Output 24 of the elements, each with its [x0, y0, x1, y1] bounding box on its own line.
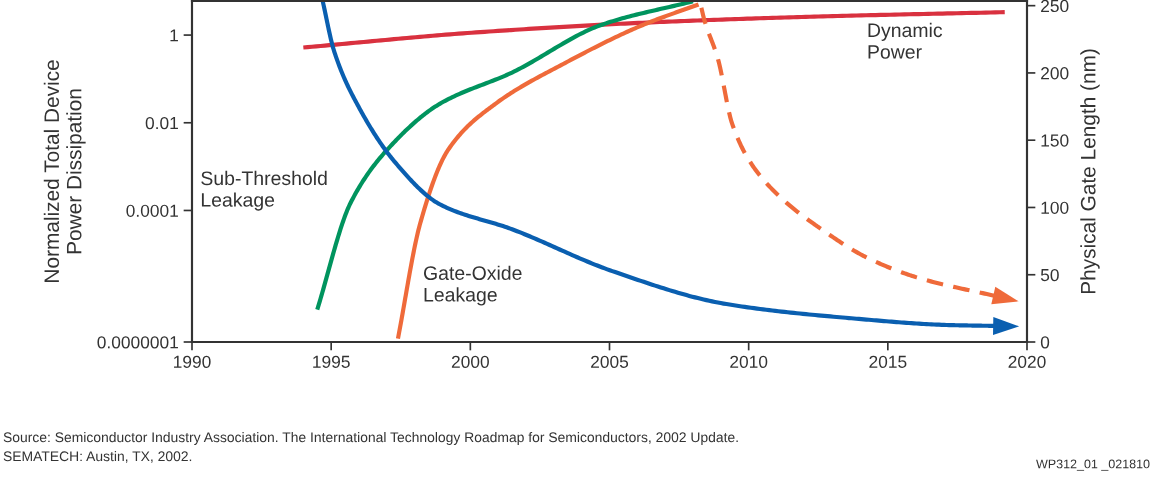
x-tick-label: 1990 — [174, 355, 211, 368]
source-note: Source: Semiconductor Industry Association. The International Technology Roadmap for Semiconductors, 2002 Update. SEMATECH: Austin, TX, 2002. — [3, 432, 738, 463]
y2-tick-label: 200 — [1041, 67, 1069, 80]
x-tick-label: 2000 — [451, 355, 489, 368]
y2-tick-label: 150 — [1041, 134, 1069, 147]
series-label: Gate-Oxide Leakage — [423, 265, 522, 306]
y-tick-label: 0.0000001 — [97, 336, 178, 349]
x-tick-label: 1995 — [313, 355, 350, 368]
y2-tick-label: 50 — [1040, 268, 1059, 282]
x-tick-label: 2005 — [591, 355, 629, 368]
y-axis-title: Normalized Total Device Power Dissipation — [43, 60, 86, 282]
x-tick-label: 2020 — [1008, 355, 1046, 368]
series-label: Sub-Threshold Leakage — [201, 170, 327, 211]
y2-tick-label: 250 — [1041, 0, 1069, 13]
x-tick-label: 2010 — [730, 355, 768, 368]
y2-tick-label: 100 — [1041, 201, 1069, 214]
text: WP312_01 _021810 — [1036, 459, 1150, 471]
y-tick-label: 0.0001 — [126, 204, 178, 217]
y-tick-label: 0.01 — [145, 116, 178, 130]
y2-axis-title: Physical Gate Length (nm) — [1080, 49, 1100, 294]
series-label: Dynamic Power — [868, 22, 943, 59]
x-tick-label: 2015 — [869, 355, 907, 368]
y2-tick-label: 0 — [1040, 336, 1050, 349]
y-tick-label: 1 — [170, 29, 178, 42]
